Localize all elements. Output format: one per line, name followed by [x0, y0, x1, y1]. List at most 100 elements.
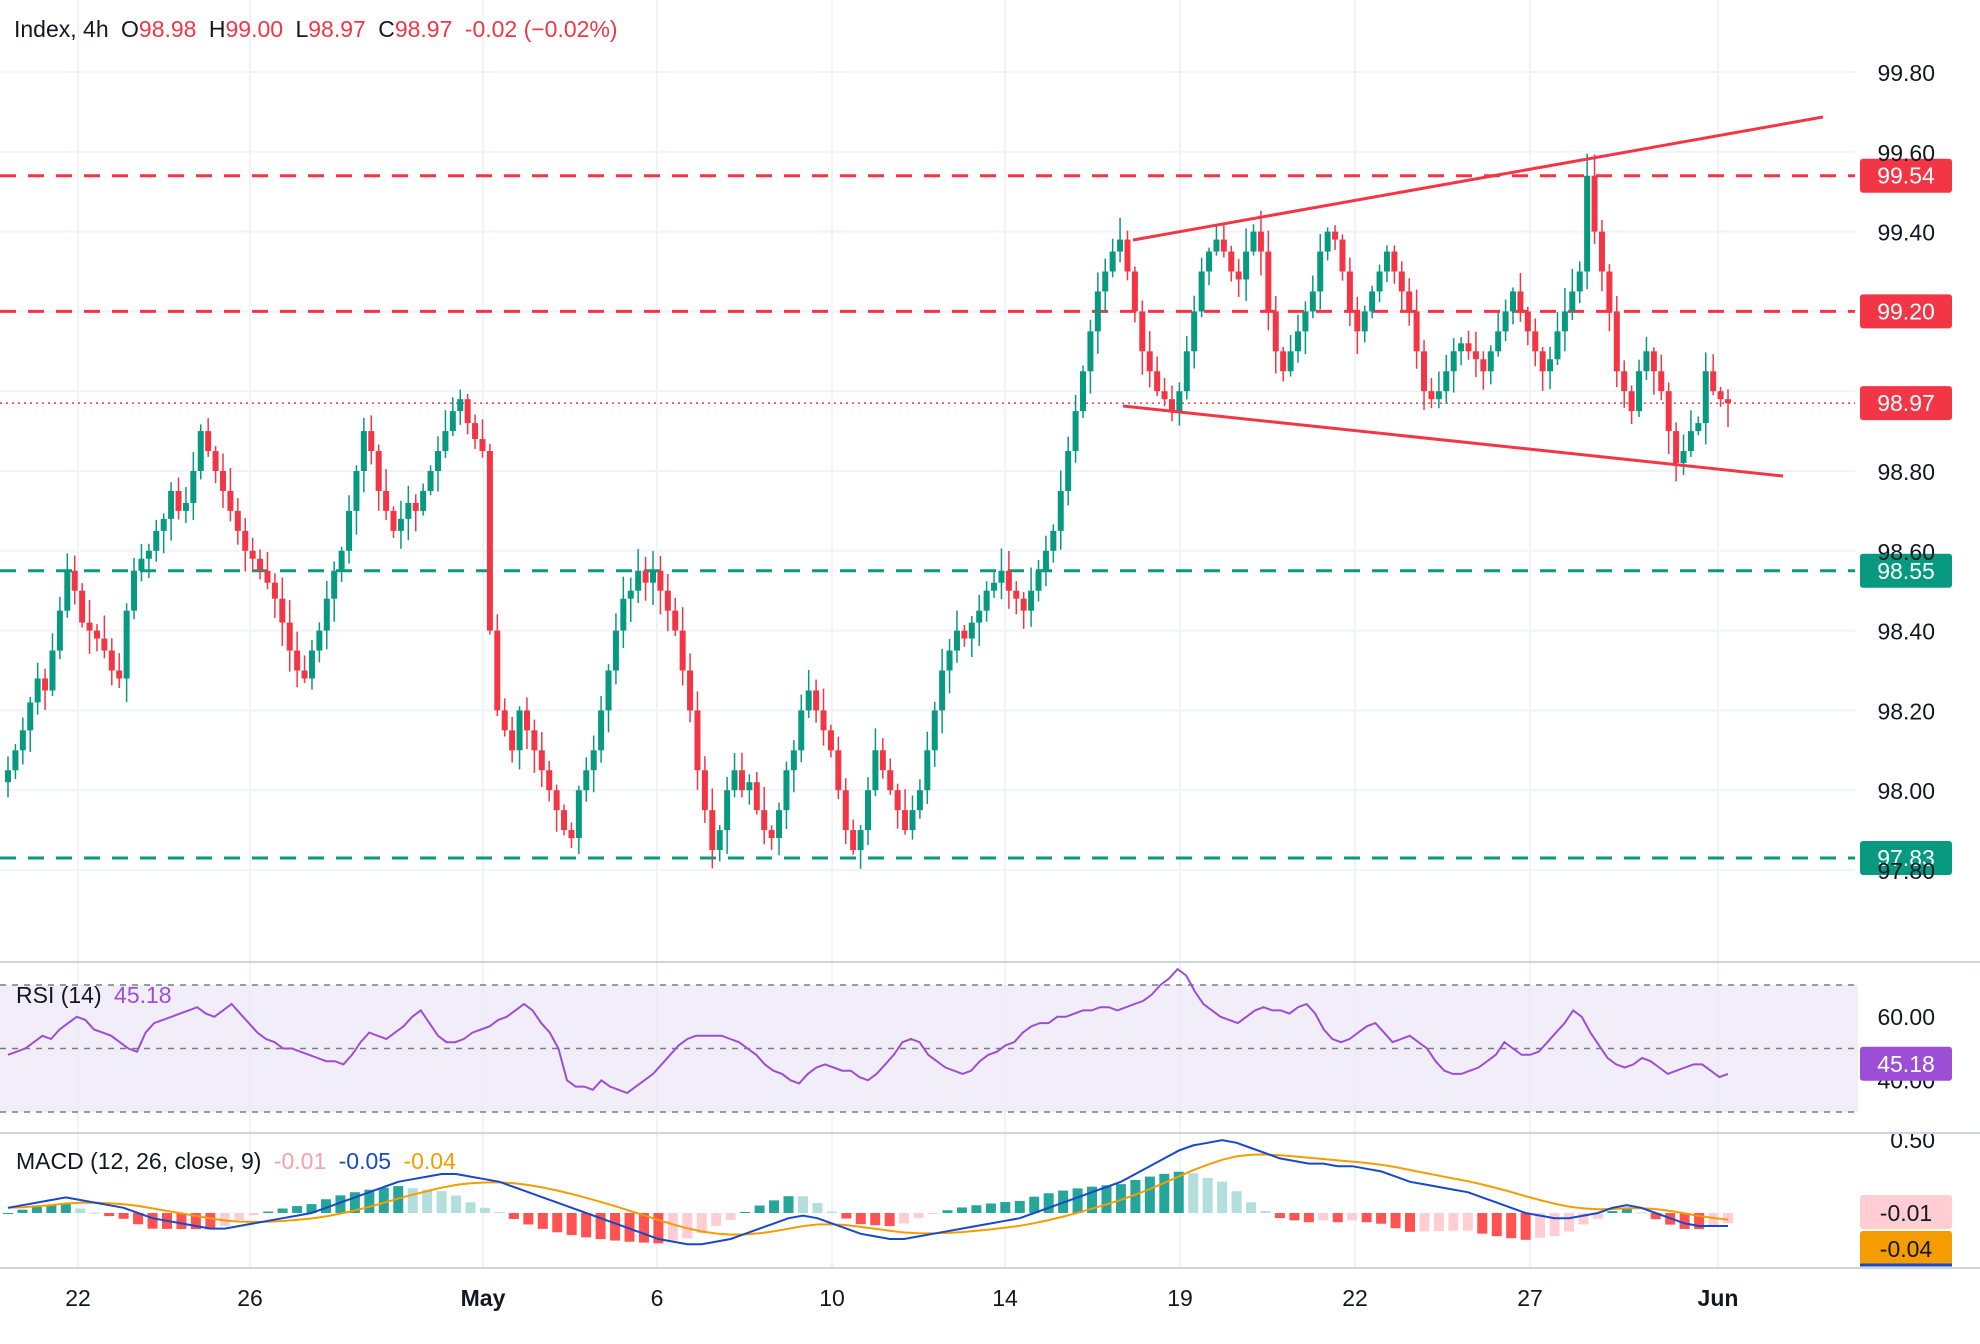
macd-histogram-bar [610, 1213, 621, 1241]
macd-histogram-bar [725, 1213, 736, 1221]
candle-body [1302, 311, 1309, 332]
macd-signal-value: -0.04 [403, 1148, 456, 1174]
candle-body [397, 518, 404, 531]
candle-body [1250, 231, 1257, 252]
candle-body [827, 730, 834, 751]
candle-body [227, 490, 234, 511]
candle-body [1687, 431, 1694, 452]
candle-body [991, 582, 998, 591]
candle-body [1265, 251, 1272, 312]
macd-signal-tag-label: -0.04 [1880, 1236, 1933, 1262]
candle-body [916, 790, 923, 811]
candle-body [509, 730, 516, 751]
macd-histogram-bar [942, 1210, 953, 1213]
macd-histogram-bar [1564, 1213, 1575, 1232]
candle-body [34, 678, 41, 703]
candle-body [627, 590, 634, 599]
candle-body [286, 622, 293, 651]
symbol-label: Index, 4h [14, 16, 109, 42]
open-value: O98.98 [121, 16, 197, 42]
candle-body [679, 630, 686, 671]
candle-body [1606, 271, 1613, 312]
macd-histogram-bar [320, 1199, 331, 1213]
y-tick-label: 97.80 [1877, 858, 1935, 884]
candle-body [1124, 239, 1131, 272]
macd-histogram-bar [292, 1206, 303, 1213]
candle-body [1383, 251, 1390, 272]
candle-body [1050, 530, 1057, 551]
macd-histogram-bar [1188, 1173, 1199, 1213]
candle-body [1376, 271, 1383, 292]
candle-body [331, 570, 338, 599]
macd-histogram-bar [826, 1211, 837, 1213]
macd-histogram-bar [740, 1211, 751, 1213]
macd-histogram-bar [1159, 1173, 1170, 1213]
candle-body [1183, 351, 1190, 392]
candle-body [56, 610, 63, 651]
candle-body [79, 590, 86, 623]
candle-body [1665, 391, 1672, 432]
candle-body [1080, 371, 1086, 412]
candle-body [1413, 311, 1420, 352]
candle-body [709, 810, 716, 851]
candle-body [420, 490, 427, 511]
candle-body [316, 630, 323, 651]
candle-body [612, 630, 619, 671]
candle-body [1198, 271, 1205, 312]
rsi-value: 45.18 [114, 982, 172, 1008]
candle-body [865, 790, 871, 831]
y-tick-label: 99.40 [1877, 220, 1935, 246]
candle-body [1710, 371, 1717, 392]
macd-histogram-bar [1419, 1213, 1430, 1232]
macd-histogram-bar [581, 1213, 592, 1238]
macd-histogram-bar [667, 1213, 678, 1241]
candle-body [553, 790, 560, 811]
macd-histogram-bar [754, 1205, 765, 1213]
candle-body [546, 770, 553, 791]
macd-histogram-bar [147, 1213, 158, 1229]
macd-histogram-bar [1694, 1213, 1705, 1230]
x-tick-label: 22 [1342, 1285, 1368, 1311]
candle-body [190, 471, 197, 503]
macd-histogram-bar [176, 1213, 187, 1230]
candle-body [301, 670, 308, 679]
candle-body [486, 451, 493, 631]
y-tick-label: 98.00 [1877, 778, 1935, 804]
candle-body [1643, 351, 1650, 372]
macd-histogram-bar [884, 1213, 895, 1227]
candle-body [323, 598, 330, 631]
candle-body [968, 622, 975, 639]
candle-body [753, 782, 760, 811]
candle-body [71, 570, 78, 591]
candle-body [798, 710, 805, 751]
candle-body [561, 810, 568, 831]
macd-histogram-bar [913, 1213, 924, 1219]
candle-body [1339, 239, 1346, 272]
macd-histogram-bar [1347, 1213, 1358, 1221]
candle-body [687, 670, 694, 711]
macd-histogram-bar [3, 1213, 13, 1214]
candle-body [479, 439, 486, 452]
candle-body [1102, 271, 1109, 292]
candle-body [1725, 399, 1731, 404]
rsi-value-tag [1860, 1046, 1952, 1081]
candle-body [939, 670, 946, 711]
candle-body [1117, 239, 1124, 252]
macd-histogram-bar [855, 1213, 866, 1225]
x-tick-label: 19 [1167, 1285, 1193, 1311]
level-tag-label: 98.55 [1877, 558, 1935, 584]
macd-histogram-bar [1260, 1211, 1271, 1213]
candle-body [101, 638, 108, 651]
macd-histogram-bar [190, 1213, 201, 1230]
macd-histogram-bar [1043, 1193, 1054, 1213]
macd-histogram-bar [1592, 1213, 1603, 1219]
macd-histogram-bar [1578, 1213, 1589, 1225]
candle-body [1584, 175, 1591, 272]
candle-body [1235, 271, 1242, 280]
candle-body [368, 431, 375, 452]
candle-body [1591, 175, 1598, 232]
candle-body [983, 590, 990, 611]
macd-histogram-bar [1144, 1176, 1155, 1213]
macd-histogram-bar [797, 1196, 808, 1213]
